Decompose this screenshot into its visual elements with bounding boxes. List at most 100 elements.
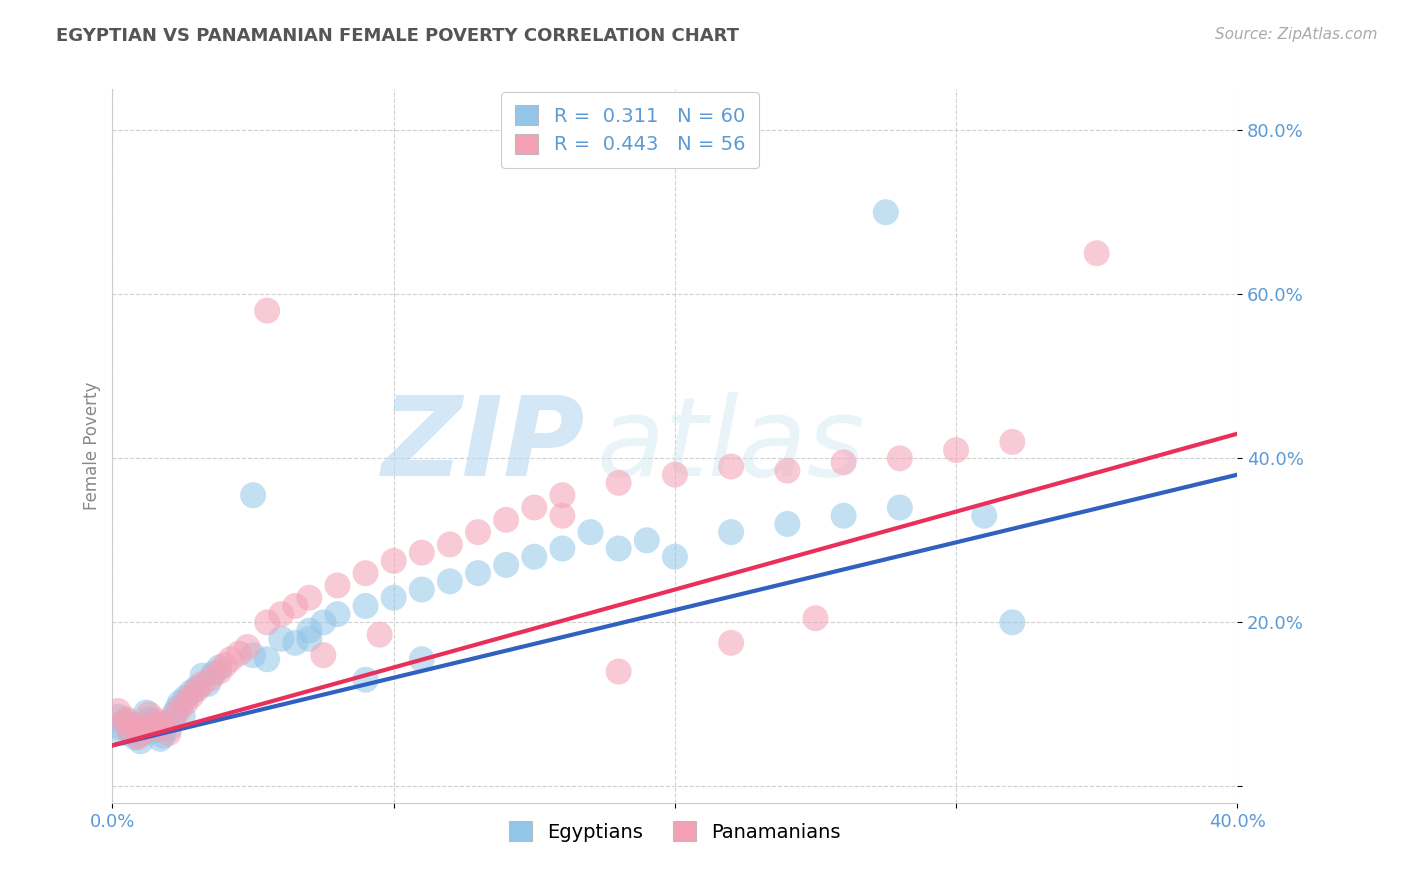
Point	[467, 566, 489, 581]
Point	[208, 660, 231, 674]
Point	[326, 578, 349, 592]
Point	[143, 722, 166, 736]
Point	[720, 525, 742, 540]
Point	[121, 718, 143, 732]
Point	[118, 723, 141, 738]
Point	[166, 701, 188, 715]
Point	[636, 533, 658, 548]
Point	[776, 516, 799, 531]
Point	[191, 677, 214, 691]
Point	[157, 722, 180, 736]
Point	[186, 682, 208, 697]
Point	[467, 525, 489, 540]
Point	[163, 707, 186, 722]
Point	[146, 720, 169, 734]
Point	[112, 715, 135, 730]
Point	[973, 508, 995, 523]
Point	[256, 303, 278, 318]
Point	[242, 488, 264, 502]
Point	[107, 709, 129, 723]
Point	[354, 673, 377, 687]
Point	[411, 546, 433, 560]
Point	[832, 508, 855, 523]
Point	[523, 500, 546, 515]
Point	[270, 607, 292, 622]
Point	[138, 712, 160, 726]
Point	[411, 582, 433, 597]
Point	[129, 726, 152, 740]
Point	[129, 734, 152, 748]
Point	[146, 714, 169, 728]
Point	[107, 704, 129, 718]
Point	[607, 541, 630, 556]
Point	[945, 443, 967, 458]
Point	[127, 722, 149, 736]
Point	[112, 726, 135, 740]
Point	[607, 665, 630, 679]
Point	[149, 731, 172, 746]
Point	[124, 730, 146, 744]
Point	[180, 689, 202, 703]
Text: atlas: atlas	[596, 392, 865, 500]
Point	[208, 665, 231, 679]
Text: EGYPTIAN VS PANAMANIAN FEMALE POVERTY CORRELATION CHART: EGYPTIAN VS PANAMANIAN FEMALE POVERTY CO…	[56, 27, 740, 45]
Point	[551, 508, 574, 523]
Point	[169, 696, 191, 710]
Point	[256, 652, 278, 666]
Point	[439, 574, 461, 589]
Point	[228, 647, 250, 661]
Point	[298, 632, 321, 646]
Point	[382, 591, 405, 605]
Point	[236, 640, 259, 654]
Point	[172, 709, 194, 723]
Point	[411, 652, 433, 666]
Point	[197, 677, 219, 691]
Point	[354, 566, 377, 581]
Y-axis label: Female Poverty: Female Poverty	[83, 382, 101, 510]
Point	[202, 666, 225, 681]
Point	[495, 513, 517, 527]
Point	[720, 459, 742, 474]
Point	[382, 554, 405, 568]
Text: Source: ZipAtlas.com: Source: ZipAtlas.com	[1215, 27, 1378, 42]
Point	[298, 624, 321, 638]
Point	[1001, 434, 1024, 449]
Point	[242, 648, 264, 662]
Point	[180, 685, 202, 699]
Point	[191, 668, 214, 682]
Point	[124, 718, 146, 732]
Point	[1001, 615, 1024, 630]
Point	[152, 717, 174, 731]
Point	[298, 591, 321, 605]
Point	[152, 729, 174, 743]
Point	[157, 726, 180, 740]
Point	[720, 636, 742, 650]
Point	[141, 715, 163, 730]
Point	[118, 723, 141, 738]
Point	[115, 714, 138, 728]
Point	[127, 730, 149, 744]
Text: ZIP: ZIP	[381, 392, 585, 500]
Point	[284, 636, 307, 650]
Point	[138, 707, 160, 722]
Point	[579, 525, 602, 540]
Point	[219, 652, 242, 666]
Point	[132, 726, 155, 740]
Point	[1085, 246, 1108, 260]
Point	[200, 671, 222, 685]
Point	[551, 541, 574, 556]
Point	[523, 549, 546, 564]
Point	[270, 632, 292, 646]
Point	[368, 627, 391, 641]
Legend: Egyptians, Panamanians: Egyptians, Panamanians	[494, 805, 856, 857]
Point	[143, 723, 166, 738]
Point	[115, 712, 138, 726]
Point	[889, 500, 911, 515]
Point	[664, 549, 686, 564]
Point	[186, 681, 208, 695]
Point	[169, 701, 191, 715]
Point	[875, 205, 897, 219]
Point	[312, 648, 335, 662]
Point	[439, 537, 461, 551]
Point	[354, 599, 377, 613]
